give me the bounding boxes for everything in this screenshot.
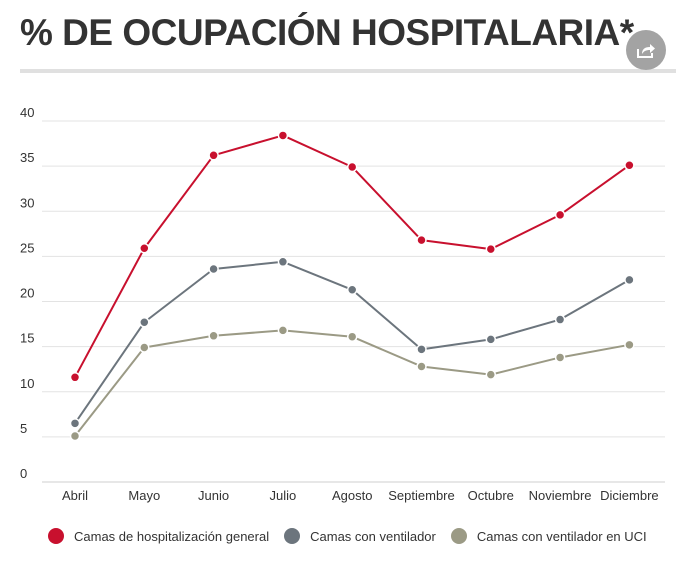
legend-item[interactable]: Camas con ventilador	[284, 528, 436, 544]
data-point[interactable]	[69, 430, 81, 442]
y-tick-label: 25	[20, 240, 34, 255]
series-lines	[69, 130, 635, 442]
data-point[interactable]	[277, 130, 289, 141]
y-tick-label: 5	[20, 421, 27, 436]
legend-item[interactable]: Camas de hospitalización general	[48, 528, 269, 544]
data-point[interactable]	[346, 284, 358, 296]
series-2	[69, 256, 635, 429]
series-1	[69, 130, 635, 383]
title-divider	[20, 69, 676, 73]
legend: Camas de hospitalización general Camas co…	[48, 528, 662, 544]
data-point[interactable]	[346, 161, 358, 173]
data-point[interactable]	[139, 243, 150, 254]
legend-marker-icon	[284, 528, 301, 544]
data-point[interactable]	[485, 243, 497, 255]
legend-label: Camas con ventilador	[310, 528, 436, 544]
legend-marker-icon	[450, 528, 467, 544]
legend-item[interactable]: Camas con ventilador en UCI	[450, 528, 647, 544]
data-point[interactable]	[139, 317, 150, 328]
x-tick-label: Noviembre	[529, 488, 592, 503]
data-point[interactable]	[69, 372, 81, 383]
x-tick-label: Julio	[270, 488, 297, 503]
data-point[interactable]	[416, 234, 427, 246]
data-point[interactable]	[485, 369, 497, 380]
data-point[interactable]	[554, 209, 566, 221]
data-point[interactable]	[69, 418, 81, 429]
data-point[interactable]	[139, 342, 150, 353]
y-tick-label: 40	[20, 105, 34, 120]
legend-label: Camas de hospitalización general	[74, 528, 270, 544]
data-point[interactable]	[277, 256, 289, 268]
y-tick-label: 0	[20, 466, 27, 481]
y-axis-ticks: 0 5 10 15 20 25 30 35 40	[20, 105, 34, 481]
x-tick-label: Abril	[62, 488, 88, 503]
x-tick-label: Junio	[198, 488, 229, 503]
data-point[interactable]	[485, 334, 497, 345]
y-tick-label: 35	[20, 150, 34, 165]
legend-marker-icon	[48, 528, 64, 544]
x-tick-label: Diciembre	[600, 488, 659, 503]
data-point[interactable]	[208, 150, 219, 161]
data-point[interactable]	[416, 344, 427, 355]
y-tick-label: 15	[20, 331, 34, 346]
data-point[interactable]	[554, 352, 566, 363]
data-point[interactable]	[277, 325, 289, 336]
page-title: % DE OCUPACIÓN HOSPITALARIA*	[20, 12, 634, 53]
data-point[interactable]	[624, 274, 635, 286]
data-point[interactable]	[346, 331, 358, 342]
data-point[interactable]	[624, 159, 635, 171]
y-tick-label: 30	[20, 195, 34, 210]
y-tick-label: 20	[20, 286, 34, 301]
share-icon	[637, 44, 655, 58]
series-3	[69, 325, 635, 442]
data-point[interactable]	[208, 263, 219, 275]
y-tick-label: 10	[20, 376, 34, 391]
data-point[interactable]	[624, 339, 635, 351]
x-tick-label: Octubre	[468, 488, 514, 503]
x-tick-label: Mayo	[128, 488, 160, 503]
grid-lines	[42, 120, 665, 483]
legend-label: Camas con ventilador en UCI	[476, 528, 647, 544]
x-tick-label: Agosto	[332, 488, 372, 503]
data-point[interactable]	[416, 361, 427, 372]
x-tick-label: Septiembre	[388, 488, 454, 503]
data-point[interactable]	[208, 330, 219, 342]
data-point[interactable]	[554, 314, 566, 325]
share-button[interactable]	[626, 30, 666, 70]
x-axis-ticks: Abril Mayo Junio Julio Agosto Septiembre Octub…	[62, 488, 659, 503]
